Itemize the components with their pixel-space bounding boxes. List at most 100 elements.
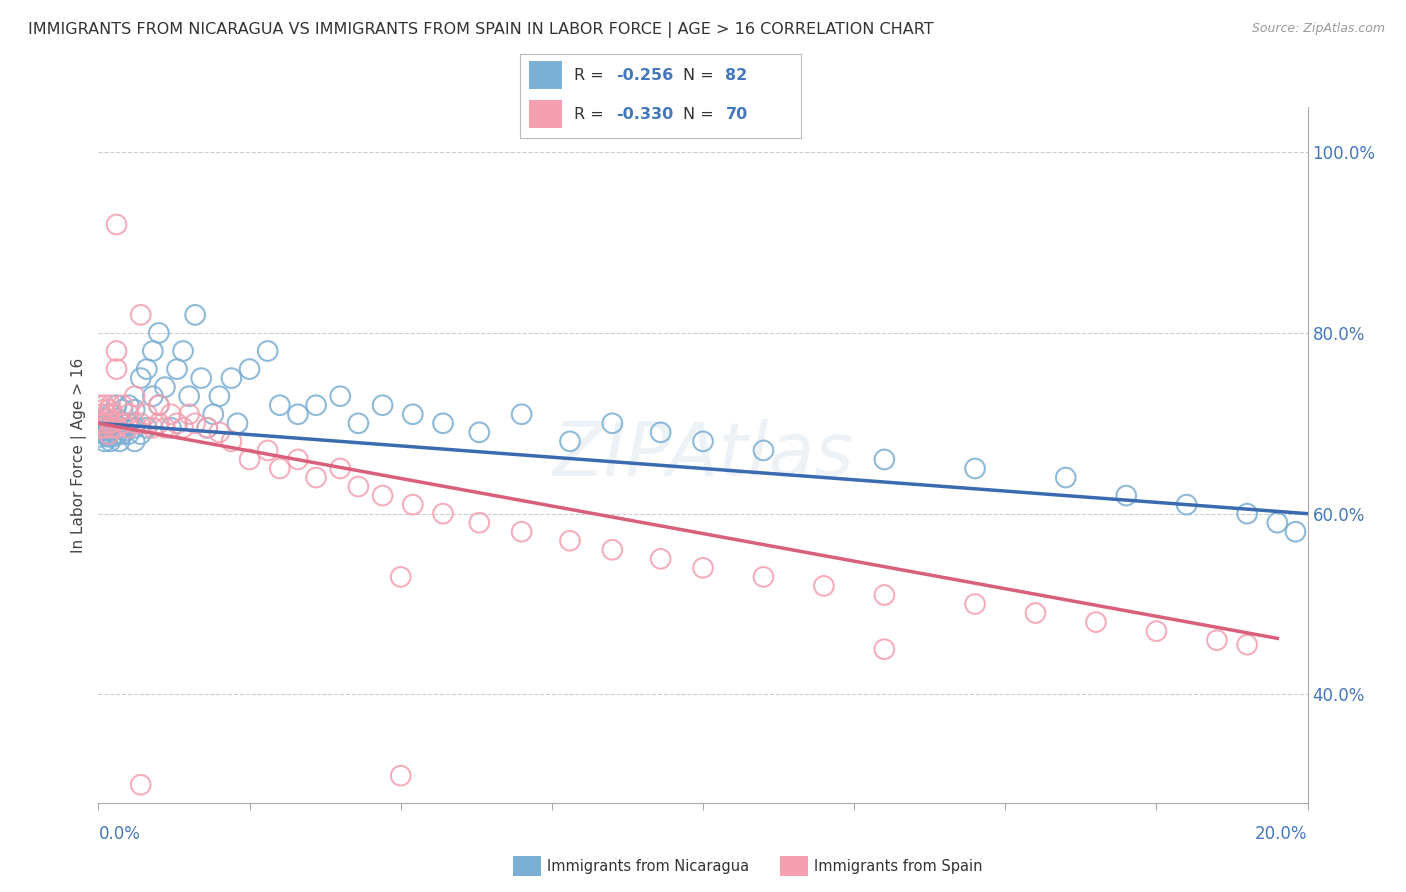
Text: Source: ZipAtlas.com: Source: ZipAtlas.com xyxy=(1251,22,1385,36)
Point xyxy=(1236,507,1258,521)
Point xyxy=(177,407,201,421)
Point xyxy=(94,424,117,438)
Point xyxy=(118,398,141,412)
Point xyxy=(118,427,141,442)
Text: ZIPAtlas: ZIPAtlas xyxy=(553,419,853,491)
Point xyxy=(226,417,249,431)
Text: 70: 70 xyxy=(725,107,748,121)
Text: 20.0%: 20.0% xyxy=(1256,825,1308,844)
Point xyxy=(873,452,896,467)
Point xyxy=(93,417,115,431)
Point xyxy=(91,421,114,435)
Point xyxy=(692,561,714,575)
Point xyxy=(160,421,183,435)
Point xyxy=(105,421,128,435)
Point xyxy=(208,389,231,403)
Point xyxy=(89,425,111,440)
Point xyxy=(135,421,157,435)
Text: 82: 82 xyxy=(725,68,748,83)
Point xyxy=(89,430,111,444)
Point xyxy=(105,362,128,376)
Point xyxy=(347,479,370,493)
Point xyxy=(114,424,136,438)
Point xyxy=(329,389,352,403)
Point xyxy=(148,398,170,412)
Point xyxy=(389,769,412,783)
Point xyxy=(402,407,425,421)
Point xyxy=(100,398,122,412)
Point xyxy=(166,417,188,431)
Point xyxy=(118,407,141,421)
Point xyxy=(90,407,112,421)
Point xyxy=(195,421,218,435)
Point xyxy=(269,461,291,475)
Point xyxy=(558,533,581,548)
Point xyxy=(96,411,118,425)
Point xyxy=(1054,470,1077,484)
Point xyxy=(287,452,309,467)
Point xyxy=(287,407,309,421)
Point xyxy=(93,418,115,433)
Point xyxy=(98,427,121,442)
Text: N =: N = xyxy=(683,107,720,121)
Point xyxy=(177,389,201,403)
Point xyxy=(124,421,146,435)
Point xyxy=(602,417,624,431)
Text: R =: R = xyxy=(574,107,609,121)
Point xyxy=(98,402,121,417)
Point xyxy=(100,434,122,449)
Point xyxy=(111,427,134,442)
Point xyxy=(172,344,194,359)
Point xyxy=(1206,633,1229,648)
Point xyxy=(160,407,183,421)
Point xyxy=(190,371,212,385)
Point xyxy=(129,308,152,322)
Text: IMMIGRANTS FROM NICARAGUA VS IMMIGRANTS FROM SPAIN IN LABOR FORCE | AGE > 16 COR: IMMIGRANTS FROM NICARAGUA VS IMMIGRANTS … xyxy=(28,22,934,38)
Point xyxy=(135,407,157,421)
Point xyxy=(1175,498,1198,512)
Point xyxy=(256,443,278,458)
Point xyxy=(752,443,775,458)
Text: Immigrants from Nicaragua: Immigrants from Nicaragua xyxy=(547,859,749,873)
Point xyxy=(221,371,243,385)
Point xyxy=(1115,489,1137,503)
Point xyxy=(91,423,114,437)
Point xyxy=(510,407,533,421)
Point xyxy=(111,398,134,412)
Point xyxy=(100,417,122,431)
Point xyxy=(107,411,129,425)
Point xyxy=(172,421,194,435)
Point xyxy=(111,417,134,431)
Point xyxy=(432,507,454,521)
Point xyxy=(692,434,714,449)
Point xyxy=(142,421,165,435)
Y-axis label: In Labor Force | Age > 16: In Labor Force | Age > 16 xyxy=(72,358,87,552)
Point xyxy=(118,417,141,431)
Point xyxy=(468,516,491,530)
Point xyxy=(100,421,122,435)
Point xyxy=(239,452,262,467)
Point xyxy=(873,642,896,657)
Point xyxy=(965,597,987,611)
Point xyxy=(96,427,118,442)
Point xyxy=(105,427,128,442)
Point xyxy=(91,402,114,417)
Point xyxy=(103,407,125,421)
Point xyxy=(510,524,533,539)
Point xyxy=(93,411,115,425)
Point xyxy=(1265,516,1288,530)
Point xyxy=(1024,606,1046,620)
Point xyxy=(202,407,225,421)
Point xyxy=(432,417,454,431)
Point xyxy=(153,421,176,435)
Point xyxy=(108,434,131,449)
Point xyxy=(105,398,128,412)
Point xyxy=(97,424,120,438)
Point xyxy=(100,421,122,435)
Point xyxy=(402,498,425,512)
Text: N =: N = xyxy=(683,68,720,83)
Text: -0.330: -0.330 xyxy=(616,107,673,121)
Point xyxy=(124,402,146,417)
Point xyxy=(269,398,291,412)
Point xyxy=(96,421,118,435)
